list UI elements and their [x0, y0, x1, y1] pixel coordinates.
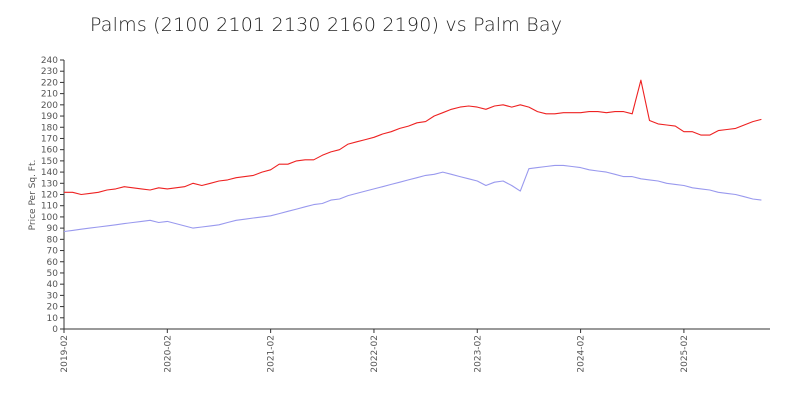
- y-tick-label: 180: [41, 123, 58, 133]
- y-tick-label: 190: [41, 112, 58, 122]
- y-tick-label: 100: [41, 213, 58, 223]
- x-tick-label: 2024-02: [577, 335, 587, 373]
- y-tick-label: 40: [47, 280, 59, 290]
- y-tick-label: 170: [41, 134, 58, 144]
- y-tick-label: 150: [41, 157, 58, 167]
- y-tick-label: 70: [47, 247, 59, 257]
- y-tick-label: 120: [41, 191, 58, 201]
- series-line-2: [63, 164, 762, 233]
- x-tick-label: 2022-02: [370, 335, 380, 373]
- x-tick-label: 2019-02: [60, 335, 70, 373]
- x-tick-label: 2020-02: [163, 335, 173, 373]
- y-tick-label: 50: [47, 269, 59, 279]
- y-tick-label: 230: [41, 67, 58, 77]
- x-tick-label: 2025-02: [680, 335, 690, 373]
- y-tick-label: 0: [52, 325, 58, 335]
- x-ticks: 2019-02 2020-02 2021-02 2022-02 2023-02 2024-…: [60, 329, 690, 373]
- y-tick-label: 110: [41, 202, 58, 212]
- y-tick-label: 60: [47, 258, 59, 268]
- x-tick-label: 2021-02: [267, 335, 277, 373]
- axes: [63, 60, 770, 330]
- series-group: [63, 79, 762, 233]
- y-tick-label: 80: [47, 235, 59, 245]
- y-tick-label: 140: [41, 168, 58, 178]
- chart-title: Palms (2100 2101 2130 2160 2190) vs Palm…: [90, 14, 563, 36]
- y-tick-label: 30: [47, 291, 59, 301]
- x-tick-label: 2023-02: [473, 335, 483, 373]
- y-tick-label: 90: [47, 224, 59, 234]
- y-tick-label: 160: [41, 146, 58, 156]
- y-tick-label: 20: [47, 303, 59, 313]
- y-tick-label: 200: [41, 101, 58, 111]
- y-tick-label: 10: [47, 314, 59, 324]
- y-tick-label: 240: [41, 56, 58, 66]
- y-tick-label: 130: [41, 179, 58, 189]
- series-line-1: [64, 79, 762, 196]
- y-tick-label: 220: [41, 78, 58, 88]
- y-tick-label: 210: [41, 90, 58, 100]
